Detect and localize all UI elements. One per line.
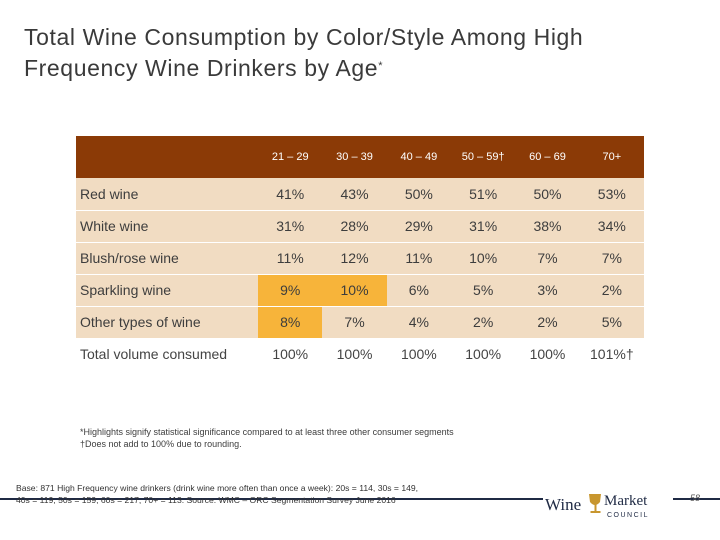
column-header: 70+ bbox=[602, 151, 622, 163]
table-row: Blush/rose wine 11% 12% 11% 10% 7% 7% bbox=[76, 242, 644, 275]
table-row: Sparkling wine 9% 10% 6% 5% 3% 2% bbox=[76, 274, 644, 307]
table-cell: 28% bbox=[322, 210, 387, 243]
table-row: Other types of wine 8% 7% 4% 2% 2% 5% bbox=[76, 306, 644, 339]
table-cell: 50% bbox=[515, 178, 580, 211]
consumption-table: 21 – 29 30 – 39 40 – 49 50 – 59† 60 – 69… bbox=[76, 136, 644, 370]
table-cell: 3% bbox=[515, 274, 580, 307]
table-cell: 2% bbox=[451, 306, 516, 339]
column-header: 40 – 49 bbox=[400, 151, 438, 163]
table-cell: 10% bbox=[451, 242, 516, 275]
column-header: 30 – 39 bbox=[336, 151, 373, 163]
footnotes: *Highlights signify statistical signific… bbox=[80, 426, 640, 450]
table-cell: 2% bbox=[515, 306, 580, 339]
highlighted-cell: 8% bbox=[258, 306, 323, 339]
table-cell: 101%† bbox=[590, 346, 634, 363]
base-note-line: 40s = 119, 50s = 159, 60s = 217, 70+ = 1… bbox=[16, 495, 396, 505]
logo-word-wine: Wine bbox=[545, 495, 581, 514]
table-cell: 4% bbox=[386, 306, 451, 339]
rounding-footnote: †Does not add to 100% due to rounding. bbox=[80, 439, 242, 449]
row-label: Other types of wine bbox=[76, 306, 259, 339]
wine-glass-icon bbox=[589, 494, 601, 505]
table-cell: 41% bbox=[258, 178, 323, 211]
table-cell: 50% bbox=[386, 178, 451, 211]
table-cell: 2% bbox=[579, 274, 644, 307]
row-label: Blush/rose wine bbox=[76, 242, 259, 275]
total-row: Total volume consumed 100% 100% 100% 100… bbox=[76, 338, 644, 370]
table-cell: 100% bbox=[336, 346, 373, 363]
row-label: Total volume consumed bbox=[80, 346, 228, 363]
page-number: 58 bbox=[690, 493, 701, 503]
footer-divider bbox=[0, 498, 720, 500]
table-cell: 11% bbox=[258, 242, 323, 275]
header-corner bbox=[76, 136, 258, 178]
highlight-footnote: *Highlights signify statistical signific… bbox=[80, 427, 454, 437]
column-header: 21 – 29 bbox=[271, 151, 309, 163]
table-row: Red wine 41% 43% 50% 51% 50% 53% bbox=[76, 178, 644, 211]
base-note-line: Base: 871 High Frequency wine drinkers (… bbox=[16, 483, 419, 493]
table-cell: 11% bbox=[386, 242, 451, 275]
table-cell: 7% bbox=[322, 306, 387, 339]
page-title-text: Total Wine Consumption by Color/Style Am… bbox=[24, 24, 584, 81]
table-cell: 34% bbox=[579, 210, 644, 243]
table-header-row: 21 – 29 30 – 39 40 – 49 50 – 59† 60 – 69… bbox=[76, 136, 644, 178]
table-cell: 100% bbox=[529, 346, 566, 363]
table-cell: 100% bbox=[272, 346, 309, 363]
table-cell: 5% bbox=[579, 306, 644, 339]
table-cell: 100% bbox=[465, 346, 502, 363]
title-asterisk: * bbox=[378, 60, 384, 72]
table-cell: 31% bbox=[451, 210, 516, 243]
highlighted-cell: 9% bbox=[258, 274, 323, 307]
logo-word-council: COUNCIL bbox=[607, 512, 649, 519]
table-cell: 43% bbox=[322, 178, 387, 211]
table-cell: 7% bbox=[515, 242, 580, 275]
table-cell: 53% bbox=[579, 178, 644, 211]
logo-word-market: Market bbox=[604, 493, 648, 509]
page-title: Total Wine Consumption by Color/Style Am… bbox=[24, 22, 704, 84]
column-header: 60 – 69 bbox=[529, 151, 566, 163]
table-cell: 31% bbox=[258, 210, 323, 243]
table-cell: 12% bbox=[322, 242, 387, 275]
table-cell: 29% bbox=[386, 210, 451, 243]
wine-market-council-logo: Wine Market COUNCIL bbox=[543, 484, 673, 524]
row-label: Sparkling wine bbox=[76, 274, 259, 307]
base-note: Base: 871 High Frequency wine drinkers (… bbox=[16, 482, 536, 506]
row-label: White wine bbox=[76, 210, 259, 243]
table-cell: 100% bbox=[400, 346, 437, 363]
table-cell: 38% bbox=[515, 210, 580, 243]
row-label: Red wine bbox=[76, 178, 259, 211]
table-cell: 6% bbox=[386, 274, 451, 307]
table-cell: 5% bbox=[451, 274, 516, 307]
column-header: 50 – 59† bbox=[461, 151, 505, 163]
highlighted-cell: 10% bbox=[322, 274, 387, 307]
table-cell: 51% bbox=[451, 178, 516, 211]
table-cell: 7% bbox=[579, 242, 644, 275]
table-row: White wine 31% 28% 29% 31% 38% 34% bbox=[76, 210, 644, 243]
